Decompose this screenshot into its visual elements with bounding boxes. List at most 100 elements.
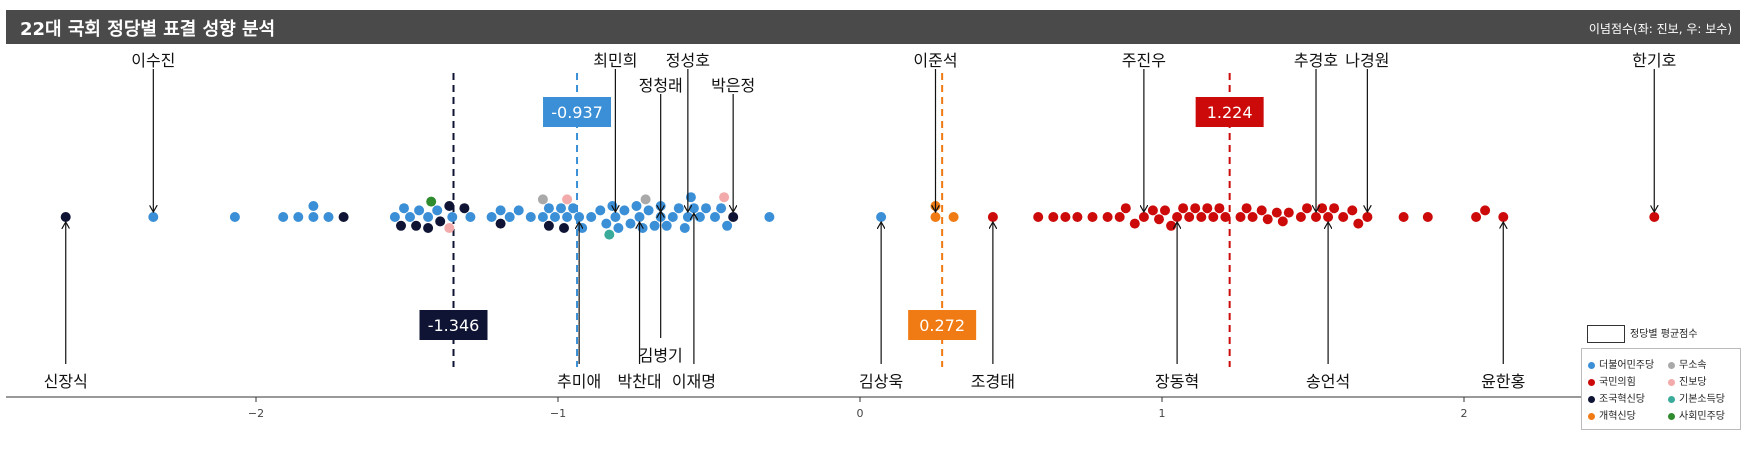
member-point: [649, 220, 660, 231]
member-point: [1271, 207, 1282, 218]
member-point: [423, 212, 434, 222]
member-point: [1277, 216, 1288, 227]
member-point: [661, 220, 672, 231]
member-point-신장식: [60, 212, 71, 222]
member-point: [604, 229, 615, 240]
legend-swatch-independent: [1668, 361, 1675, 369]
member-point: [559, 223, 569, 233]
member-point: [278, 212, 289, 222]
legend-label-reform: 개혁신당: [1599, 411, 1636, 422]
member-point: [1178, 203, 1189, 214]
mean-label-reform: 0.272: [919, 316, 965, 335]
member-point: [716, 203, 727, 214]
member-point: [495, 205, 506, 216]
member-point: [293, 212, 304, 222]
legend-swatch-basic_income: [1668, 395, 1675, 403]
member-point-주진우: [1138, 212, 1149, 222]
callout-label-주진우: 주진우: [1122, 51, 1166, 70]
member-point: [1241, 203, 1252, 214]
member-point: [1120, 203, 1131, 214]
chart-header: 22대 국회 정당별 표결 성향 분석 이념점수(좌: 진보, 우: 보수): [6, 10, 1740, 44]
legend-item-democratic: 더불어민주당: [1588, 356, 1654, 371]
member-point-이수진: [148, 212, 159, 222]
member-point: [667, 212, 678, 222]
legend-label-democratic: 더불어민주당: [1599, 360, 1655, 371]
x-tick-label: 2: [1461, 407, 1468, 420]
legend-swatch-reform: [1588, 412, 1595, 420]
member-point: [1072, 212, 1083, 222]
member-point: [1129, 218, 1140, 229]
mean-score-legend-swatch: [1587, 325, 1625, 343]
member-point: [550, 212, 560, 222]
member-point: [643, 205, 654, 216]
legend-swatch-progressive: [1668, 378, 1675, 386]
callout-label-추미애: 추미애: [557, 372, 601, 391]
member-point: [513, 205, 524, 216]
member-point: [486, 212, 497, 222]
party-legend: 더불어민주당 무소속 국민의힘 진보당 조국혁신당 기본소득당 개혁신당 사회민주당: [1581, 348, 1741, 430]
callout-label-신장식: 신장식: [44, 372, 88, 391]
member-point: [586, 212, 597, 222]
member-point: [719, 192, 730, 203]
member-point: [459, 203, 470, 214]
member-point: [504, 212, 515, 222]
axis-direction-note: 이념점수(좌: 진보, 우: 보수): [1588, 22, 1732, 36]
member-point: [1480, 205, 1491, 216]
legend-item-independent: 무소속: [1668, 356, 1707, 371]
member-point: [1166, 220, 1177, 231]
member-point: [423, 223, 434, 233]
member-point: [405, 212, 415, 222]
member-point: [631, 201, 642, 211]
member-point: [694, 212, 705, 222]
member-point: [323, 212, 334, 222]
legend-label-basic_income: 기본소득당: [1679, 394, 1725, 405]
member-point: [495, 218, 506, 229]
member-point: [447, 212, 458, 222]
member-point: [1471, 212, 1482, 222]
member-point: [525, 212, 536, 222]
member-point: [1247, 212, 1258, 222]
member-point: [613, 223, 624, 233]
member-point: [562, 212, 573, 222]
member-point: [1202, 203, 1213, 214]
callout-label-한기호: 한기호: [1632, 51, 1676, 70]
mean-score-legend-label: 정당별 평균점수: [1630, 329, 1698, 340]
member-point: [1048, 212, 1059, 222]
member-point: [1154, 214, 1164, 225]
member-point: [1196, 212, 1207, 222]
member-point: [1114, 212, 1125, 222]
mean-label-democratic: -0.937: [551, 103, 603, 122]
member-point: [701, 203, 711, 214]
member-points: [60, 192, 1660, 240]
legend-item-ppp: 국민의힘: [1588, 373, 1636, 388]
member-point: [1060, 212, 1071, 222]
member-point: [1256, 205, 1267, 216]
member-point-윤한홍: [1498, 212, 1509, 222]
member-point: [414, 205, 425, 216]
mean-label-box-rebuilding: [419, 310, 488, 340]
member-point: [1302, 203, 1312, 214]
member-point: [601, 218, 612, 229]
callout-label-이재명: 이재명: [672, 372, 716, 391]
member-point: [1184, 212, 1195, 222]
member-point: [1338, 212, 1349, 222]
mean-label-rebuilding: -1.346: [428, 316, 480, 335]
member-point: [562, 194, 573, 205]
legend-swatch-democratic: [1588, 361, 1595, 369]
member-point: [764, 212, 775, 222]
member-point-최민희: [610, 212, 621, 222]
member-point: [338, 212, 349, 222]
x-tick-label: −1: [550, 407, 566, 420]
member-point-조경태: [987, 212, 998, 222]
member-point-추경호: [1311, 212, 1321, 222]
member-point: [673, 203, 684, 214]
member-point: [1295, 212, 1306, 222]
member-point: [396, 220, 406, 231]
member-point-정성호: [682, 212, 693, 222]
legend-item-progressive: 진보당: [1668, 373, 1707, 388]
member-point: [1283, 207, 1294, 218]
member-point: [537, 212, 548, 222]
